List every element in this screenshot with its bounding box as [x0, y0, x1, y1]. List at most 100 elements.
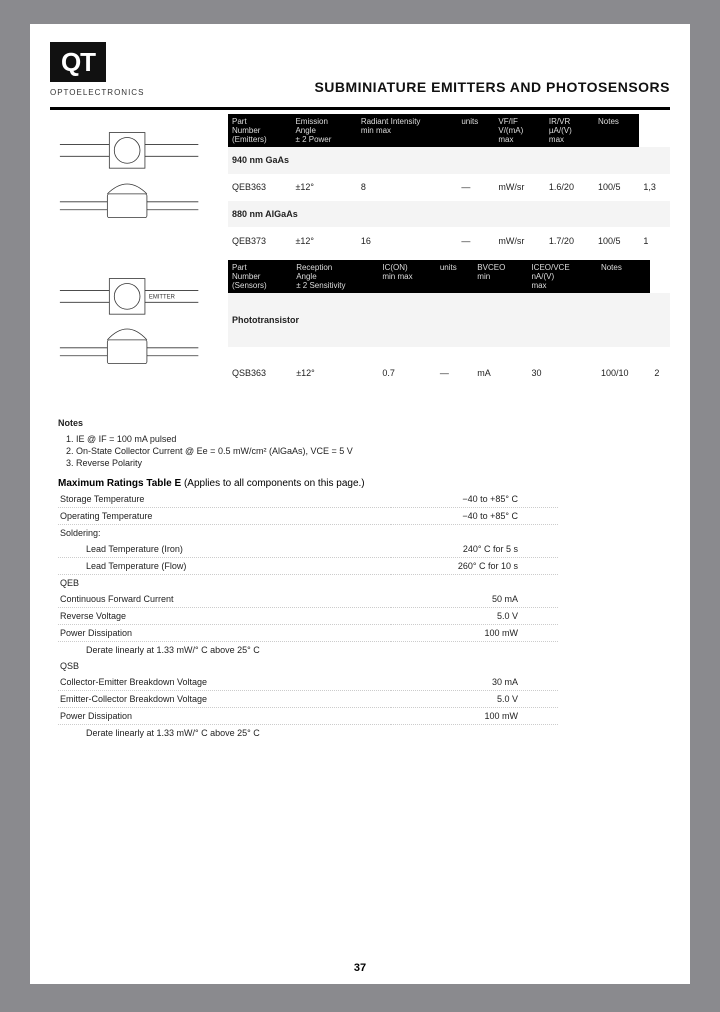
- cell: —: [436, 347, 473, 401]
- table-row: QEB363±12°8—mW/sr1.6/20100/51,3: [228, 174, 670, 201]
- rating-value: 260° C for 10 s: [391, 558, 558, 575]
- rating-label: QSB: [58, 658, 391, 674]
- col-header: units: [457, 114, 494, 147]
- cell: 100/5: [594, 174, 639, 201]
- title-rule: [50, 107, 670, 110]
- col-header: ICEO/VCEnA/(V)max: [527, 260, 597, 293]
- rating-value: 50 mA: [391, 591, 558, 608]
- rating-value: −40 to +85° C: [391, 491, 558, 508]
- rating-value: 240° C for 5 s: [391, 541, 558, 558]
- cell: 30: [527, 347, 597, 401]
- page-title: SUBMINIATURE EMITTERS AND PHOTOSENSORS: [314, 79, 670, 97]
- rating-row: Power Dissipation100 mW: [58, 625, 558, 642]
- rating-label: Reverse Voltage: [58, 608, 391, 625]
- col-header: Notes: [597, 260, 650, 293]
- cell: ±12°: [291, 174, 356, 201]
- note-item: Reverse Polarity: [76, 458, 662, 468]
- rating-value: 5.0 V: [391, 691, 558, 708]
- page-number: 37: [30, 962, 690, 974]
- cell: 1.6/20: [545, 174, 594, 201]
- rating-label: Derate linearly at 1.33 mW/° C above 25°…: [58, 725, 391, 742]
- cell: 1.7/20: [545, 227, 594, 254]
- rating-label: Collector-Emitter Breakdown Voltage: [58, 674, 391, 691]
- cell: —: [457, 174, 494, 201]
- rating-row: Operating Temperature−40 to +85° C: [58, 508, 558, 525]
- cell: 1: [639, 227, 670, 254]
- rating-row: Derate linearly at 1.33 mW/° C above 25°…: [58, 642, 558, 659]
- cell: mA: [473, 347, 527, 401]
- cell: ±12°: [292, 347, 378, 401]
- sensors-block: EMITTER PartNumber(Sensors)ReceptionAngl…: [50, 260, 670, 400]
- datasheet-page: QT OPTOELECTRONICS SUBMINIATURE EMITTERS…: [30, 24, 690, 984]
- rating-row: Collector-Emitter Breakdown Voltage30 mA: [58, 674, 558, 691]
- rating-value: [391, 658, 558, 674]
- rating-value: [391, 725, 558, 742]
- col-header: BVCEOmin: [473, 260, 527, 293]
- notes-title: Notes: [58, 418, 662, 428]
- notes-list: IE @ IF = 100 mA pulsed On-State Collecto…: [76, 434, 662, 468]
- cell: QEB373: [228, 227, 291, 254]
- max-title-bold: Maximum Ratings Table E: [58, 478, 181, 489]
- rating-label: Emitter-Collector Breakdown Voltage: [58, 691, 391, 708]
- logo-block: QT OPTOELECTRONICS: [50, 42, 144, 97]
- cell: 16: [357, 227, 458, 254]
- table-row: QEB373±12°16—mW/sr1.7/20100/51: [228, 227, 670, 254]
- note-item: IE @ IF = 100 mA pulsed: [76, 434, 662, 444]
- cell: 100/5: [594, 227, 639, 254]
- col-header: Radiant Intensitymin max: [357, 114, 458, 147]
- cell: mW/sr: [494, 227, 545, 254]
- emitters-table: PartNumber(Emitters)EmissionAngle± 2 Pow…: [228, 114, 670, 254]
- rating-label: Lead Temperature (Iron): [58, 541, 391, 558]
- cell: 8: [357, 174, 458, 201]
- rating-label: Derate linearly at 1.33 mW/° C above 25°…: [58, 642, 391, 659]
- rating-value: 100 mW: [391, 625, 558, 642]
- emitters-block: PartNumber(Emitters)EmissionAngle± 2 Pow…: [50, 114, 670, 254]
- col-header: ReceptionAngle± 2 Sensitivity: [292, 260, 378, 293]
- cell: —: [457, 227, 494, 254]
- svg-text:EMITTER: EMITTER: [149, 294, 175, 300]
- cell: 100/10: [597, 347, 650, 401]
- rating-row: Soldering:: [58, 525, 558, 542]
- cell: 2: [650, 347, 670, 401]
- col-header: units: [436, 260, 473, 293]
- cell: QEB363: [228, 174, 291, 201]
- rating-value: −40 to +85° C: [391, 508, 558, 525]
- col-header: Notes: [594, 114, 639, 147]
- cell: ±12°: [291, 227, 356, 254]
- rating-row: Lead Temperature (Flow)260° C for 10 s: [58, 558, 558, 575]
- sensors-table: PartNumber(Sensors)ReceptionAngle± 2 Sen…: [228, 260, 670, 400]
- rating-value: [391, 525, 558, 542]
- rating-label: Power Dissipation: [58, 708, 391, 725]
- rating-label: QEB: [58, 575, 391, 592]
- rating-label: Soldering:: [58, 525, 391, 542]
- max-title-rest: (Applies to all components on this page.…: [181, 478, 364, 489]
- col-header: IR/VRµA/(V)max: [545, 114, 594, 147]
- col-header: VF/IFV/(mA)max: [494, 114, 545, 147]
- cell: QSB363: [228, 347, 292, 401]
- rating-label: Continuous Forward Current: [58, 591, 391, 608]
- page-header: QT OPTOELECTRONICS SUBMINIATURE EMITTERS…: [30, 24, 690, 103]
- rating-row: Emitter-Collector Breakdown Voltage5.0 V: [58, 691, 558, 708]
- section-label: Phototransistor: [228, 293, 670, 347]
- notes-section: Notes IE @ IF = 100 mA pulsed On-State Co…: [58, 418, 662, 468]
- rating-label: Lead Temperature (Flow): [58, 558, 391, 575]
- logo-subtitle: OPTOELECTRONICS: [50, 88, 144, 97]
- cell: mW/sr: [494, 174, 545, 201]
- rating-value: 30 mA: [391, 674, 558, 691]
- max-ratings-table: Storage Temperature−40 to +85° COperatin…: [58, 491, 558, 741]
- note-item: On-State Collector Current @ Ee = 0.5 mW…: [76, 446, 662, 456]
- section-label: 940 nm GaAs: [228, 147, 670, 174]
- rating-row: Reverse Voltage5.0 V: [58, 608, 558, 625]
- col-header: PartNumber(Sensors): [228, 260, 292, 293]
- package-diagram-1: [50, 114, 228, 254]
- rating-row: Lead Temperature (Iron)240° C for 5 s: [58, 541, 558, 558]
- rating-row: QSB: [58, 658, 558, 674]
- col-header: EmissionAngle± 2 Power: [291, 114, 356, 147]
- section-label: 880 nm AlGaAs: [228, 201, 670, 228]
- logo-icon: QT: [50, 42, 106, 82]
- cell: 0.7: [378, 347, 435, 401]
- rating-row: Continuous Forward Current50 mA: [58, 591, 558, 608]
- rating-row: QEB: [58, 575, 558, 592]
- rating-row: Derate linearly at 1.33 mW/° C above 25°…: [58, 725, 558, 742]
- cell: 1,3: [639, 174, 670, 201]
